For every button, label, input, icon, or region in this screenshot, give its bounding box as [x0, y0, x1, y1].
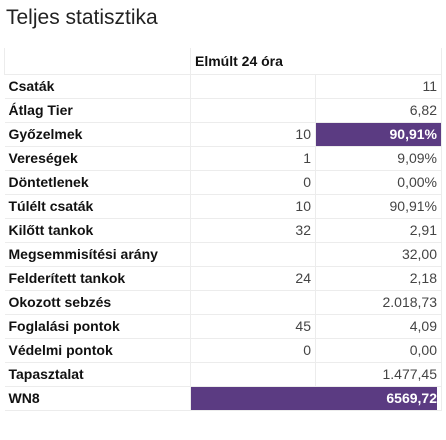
- stat-row: Felderített tankok 24 2,18: [4, 265, 442, 291]
- stat-count: [190, 241, 316, 267]
- stats-table: Elmúlt 24 óra Csaták 11 Átlag Tier 6,82 Győz…: [4, 48, 442, 411]
- stat-label: Kilőtt tankok: [4, 217, 191, 243]
- stat-label: Átlag Tier: [4, 97, 191, 123]
- stat-value: 90,91%: [315, 193, 442, 219]
- stat-value: 2,18: [315, 265, 442, 291]
- stat-row: Megsemmisítési arány 32,00: [4, 241, 442, 267]
- header-row: Elmúlt 24 óra: [4, 48, 442, 75]
- stat-label: Csaták: [4, 73, 191, 99]
- stat-count: 10: [190, 193, 316, 219]
- stat-label: Okozott sebzés: [4, 289, 191, 315]
- stat-value: 0,00: [315, 337, 442, 363]
- stat-count: 0: [190, 169, 316, 195]
- stat-value: 1.477,45: [315, 361, 442, 387]
- stat-label: Győzelmek: [4, 121, 191, 147]
- stat-label: Túlélt csaták: [4, 193, 191, 219]
- stat-value: 6569,72: [190, 385, 442, 411]
- stat-label: WN8: [4, 385, 191, 411]
- stat-value: 90,91%: [315, 121, 442, 147]
- stat-count: 10: [190, 121, 316, 147]
- stat-row: Csaták 11: [4, 73, 442, 99]
- stat-value: 2,91: [315, 217, 442, 243]
- stat-value: 32,00: [315, 241, 442, 267]
- stat-count: [190, 73, 316, 99]
- stat-row: Védelmi pontok 0 0,00: [4, 337, 442, 363]
- stat-count: 45: [190, 313, 316, 339]
- stat-label: Felderített tankok: [4, 265, 191, 291]
- stat-row: Kilőtt tankok 32 2,91: [4, 217, 442, 243]
- stat-row: Vereségek 1 9,09%: [4, 145, 442, 171]
- stat-count: 1: [190, 145, 316, 171]
- stat-row: Túlélt csaták 10 90,91%: [4, 193, 442, 219]
- stat-label: Döntetlenek: [4, 169, 191, 195]
- stat-label: Védelmi pontok: [4, 337, 191, 363]
- stat-row: WN8 6569,72: [4, 385, 442, 411]
- stat-count: [190, 97, 316, 123]
- stat-label: Foglalási pontok: [4, 313, 191, 339]
- empty-header: [4, 48, 191, 75]
- stat-row: Foglalási pontok 45 4,09: [4, 313, 442, 339]
- stat-value: 4,09: [315, 313, 442, 339]
- stat-row: Győzelmek 10 90,91%: [4, 121, 442, 147]
- stat-label: Tapasztalat: [4, 361, 191, 387]
- stat-count: [190, 361, 316, 387]
- stat-value: 0,00%: [315, 169, 442, 195]
- stat-row: Okozott sebzés 2.018,73: [4, 289, 442, 315]
- stat-label: Megsemmisítési arány: [4, 241, 191, 267]
- stat-value: 6,82: [315, 97, 442, 123]
- stat-count: 32: [190, 217, 316, 243]
- stat-label: Vereségek: [4, 145, 191, 171]
- stat-row: Tapasztalat 1.477,45: [4, 361, 442, 387]
- stat-value: 9,09%: [315, 145, 442, 171]
- stat-row: Döntetlenek 0 0,00%: [4, 169, 442, 195]
- stat-count: 24: [190, 265, 316, 291]
- title: Teljes statisztika: [6, 6, 158, 29]
- table-body: Csaták 11 Átlag Tier 6,82 Győzelmek 10 90,91% V…: [4, 73, 442, 411]
- stat-count: [190, 289, 316, 315]
- column-header: Elmúlt 24 óra: [190, 48, 442, 75]
- stat-value: 2.018,73: [315, 289, 442, 315]
- stat-row: Átlag Tier 6,82: [4, 97, 442, 123]
- stat-value: 11: [315, 73, 442, 99]
- stat-count: 0: [190, 337, 316, 363]
